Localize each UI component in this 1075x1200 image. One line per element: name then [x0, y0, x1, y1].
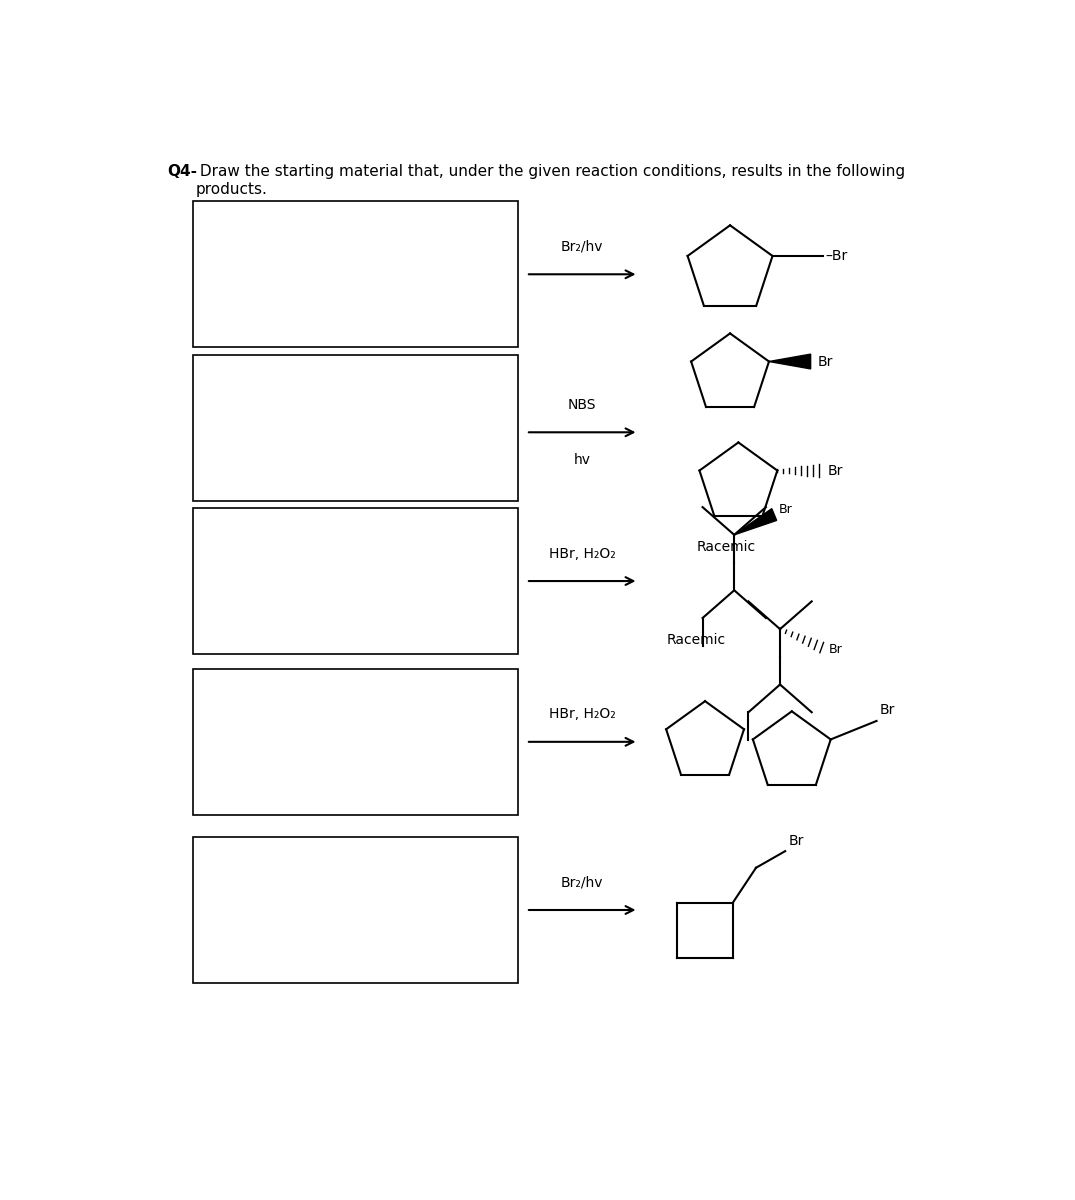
Text: Br₂/hv: Br₂/hv [561, 876, 603, 889]
Bar [192, 838, 518, 983]
Text: HBr, H₂O₂: HBr, H₂O₂ [549, 547, 616, 560]
Text: HBr, H₂O₂: HBr, H₂O₂ [549, 708, 616, 721]
Text: Racemic: Racemic [666, 634, 726, 647]
Polygon shape [734, 509, 776, 535]
Polygon shape [769, 354, 811, 368]
Text: NBS: NBS [568, 398, 597, 412]
Bar [192, 668, 518, 815]
Text: Br₂/hv: Br₂/hv [561, 240, 603, 254]
Bar [192, 508, 518, 654]
Text: Draw the starting material that, under the given reaction conditions, results in: Draw the starting material that, under t… [196, 164, 905, 197]
Bar [192, 355, 518, 500]
Text: Br: Br [879, 703, 895, 718]
Text: Racemic: Racemic [697, 540, 756, 554]
Text: Q4-: Q4- [168, 164, 198, 179]
Text: –Br: –Br [825, 248, 847, 263]
Text: Br: Br [788, 834, 804, 848]
Text: hv: hv [574, 452, 590, 467]
Text: Br: Br [778, 504, 792, 516]
Text: Br: Br [817, 354, 833, 368]
Text: Br: Br [828, 463, 843, 478]
Text: Br: Br [829, 643, 842, 656]
Bar [192, 202, 518, 347]
